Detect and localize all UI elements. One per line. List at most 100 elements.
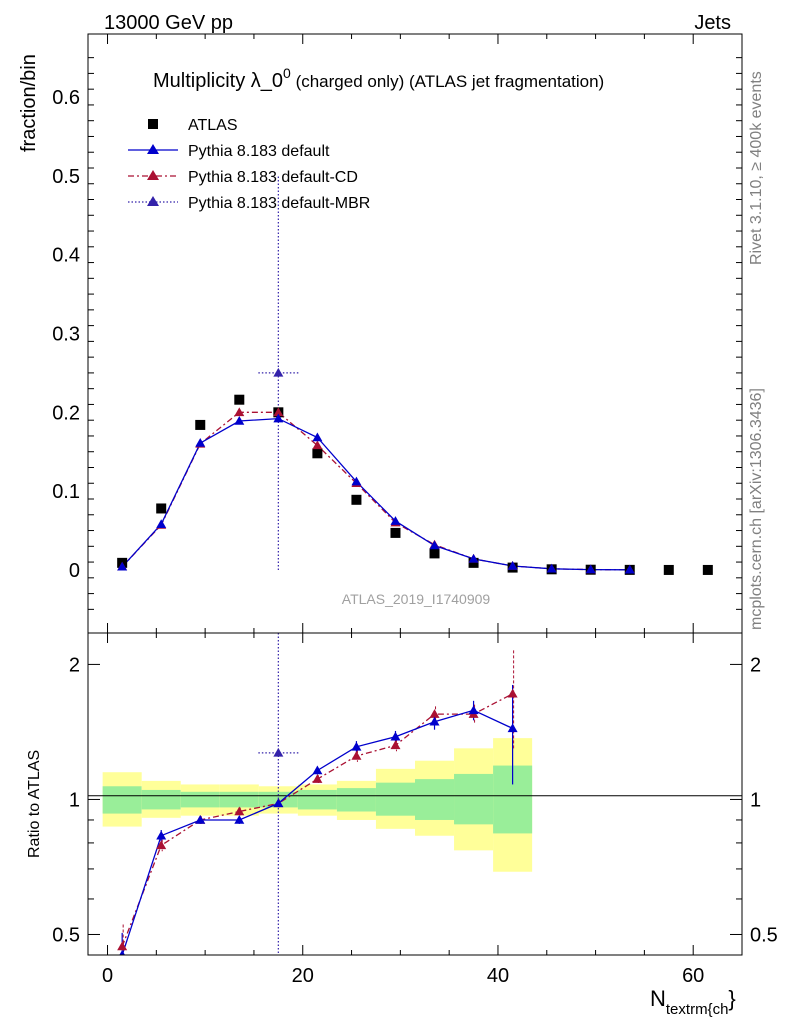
default-ratio-point <box>273 798 284 808</box>
cd-ratio-point <box>351 750 362 760</box>
atlas-data-point <box>702 564 713 575</box>
y-tick-label: 0 <box>69 560 80 582</box>
analysis-id-label: ATLAS_2019_I1740909 <box>342 591 491 607</box>
default-point <box>507 561 518 570</box>
legend-data-marker <box>148 119 158 129</box>
default-ratio-point <box>312 765 323 775</box>
x-tick-label: 40 <box>487 965 509 987</box>
cd-ratio-point <box>312 774 323 783</box>
default-ratio-point <box>195 814 206 824</box>
cd-ratio-point <box>117 941 128 951</box>
default-point <box>117 561 128 571</box>
chart-title-main: Multiplicity λ_0 <box>153 70 283 92</box>
ratio-y-tick-label-right: 2 <box>750 654 761 676</box>
default-point <box>312 432 323 442</box>
atlas-data-point <box>156 503 167 514</box>
y-tick-label: 0.2 <box>52 402 80 424</box>
chart-title-suffix: (charged only) (ATLAS jet fragmentation) <box>291 72 604 91</box>
default-ratio-point <box>234 814 245 824</box>
cd-point <box>312 440 323 450</box>
mbr-point <box>273 367 284 377</box>
ratio-band-inner <box>415 779 455 820</box>
main-frame <box>87 33 743 634</box>
atlas-data-point <box>234 394 245 405</box>
legend-cd-label: Pythia 8.183 default-CD <box>188 169 358 186</box>
y-tick-label: 0.4 <box>52 245 80 267</box>
cd-ratio-point <box>390 740 401 750</box>
y-tick-label: 0.1 <box>52 481 80 503</box>
x-axis-label-sub: textrm{ch <box>666 1001 729 1018</box>
atlas-data-point <box>663 564 674 575</box>
cd-ratio-point <box>507 688 518 698</box>
ratio-y-axis-label: Ratio to ATLAS <box>26 750 43 858</box>
cd-ratio-point <box>234 806 245 816</box>
chart-title: Multiplicity λ_00 (charged only) (ATLAS … <box>153 65 604 92</box>
default-point <box>468 553 479 563</box>
default-point <box>156 519 167 528</box>
ratio-band-inner <box>297 789 337 810</box>
default-point <box>195 438 206 447</box>
legend-mbr-marker <box>147 196 159 206</box>
atlas-data-point <box>429 548 440 559</box>
x-tick-label: 20 <box>292 965 314 987</box>
ratio-band-inner <box>141 789 181 810</box>
ratio-band-inner <box>336 788 376 812</box>
default-ratio-point <box>507 723 518 733</box>
y-tick-label: 0.6 <box>52 87 80 109</box>
cd-line <box>121 411 630 571</box>
atlas-data-point <box>195 419 206 430</box>
y-tick-label: 0.5 <box>52 166 80 188</box>
x-tick-label: 60 <box>682 965 704 987</box>
ratio-frame <box>87 632 743 956</box>
ratio-band-inner <box>180 791 220 808</box>
default-point <box>234 415 245 425</box>
default-ratio-point <box>390 731 401 741</box>
legend-cd-marker <box>147 170 159 180</box>
default-point <box>273 413 284 423</box>
atlas-data-point <box>390 527 401 538</box>
ratio-band-inner <box>102 786 142 814</box>
y-tick-label: 0.3 <box>52 324 80 346</box>
default-point <box>585 564 596 574</box>
default-point <box>351 476 362 486</box>
ratio-y-tick-label-right: 0.5 <box>750 924 778 946</box>
mbr-ratio-point <box>273 747 284 757</box>
legend-data-label: ATLAS <box>188 117 238 134</box>
ratio-panel: 0 20 40 60 0.5 0.5 1 1 2 2 <box>52 632 778 987</box>
ratio-y-tick-label: 2 <box>69 654 80 676</box>
x-axis-label: Ntextrm{ch} <box>650 986 736 1018</box>
legend-default-marker <box>147 144 159 154</box>
process-label: Jets <box>694 12 731 34</box>
mcplots-label: mcplots.cern.ch [arXiv:1306.3436] <box>748 388 765 630</box>
x-axis-label-close: } <box>728 986 735 1011</box>
default-ratio-point <box>468 705 479 715</box>
ratio-y-tick-label: 1 <box>69 789 80 811</box>
ratio-y-tick-label: 0.5 <box>52 924 80 946</box>
legend: ATLAS Pythia 8.183 default Pythia 8.183 … <box>128 117 370 212</box>
default-line <box>121 417 630 571</box>
energy-label: 13000 GeV pp <box>104 12 233 34</box>
x-tick-label: 0 <box>102 965 113 987</box>
ratio-y-tick-label-right: 1 <box>750 789 761 811</box>
atlas-data-point <box>351 494 362 505</box>
atlas-data-point <box>312 448 323 459</box>
cd-ratio-point <box>156 840 167 850</box>
default-ratio-point <box>429 716 440 726</box>
atlas-data-point <box>468 557 479 568</box>
ratio-band-inner <box>454 773 494 825</box>
ratio-band-inner <box>375 782 415 816</box>
default-point <box>390 516 401 525</box>
default-ratio-point <box>351 741 362 751</box>
rivet-version-label: Rivet 3.1.10, ≥ 400k events <box>748 71 765 265</box>
default-point <box>546 563 557 573</box>
legend-default-label: Pythia 8.183 default <box>188 143 330 160</box>
chart-title-sup: 0 <box>283 65 291 81</box>
cd-point <box>234 407 245 417</box>
ratio-band-inner <box>219 791 259 808</box>
x-axis-label-main: N <box>650 986 666 1011</box>
legend-mbr-label: Pythia 8.183 default-MBR <box>188 195 370 212</box>
default-point <box>429 540 440 550</box>
default-point <box>624 564 635 574</box>
default-ratio-point <box>156 830 167 840</box>
